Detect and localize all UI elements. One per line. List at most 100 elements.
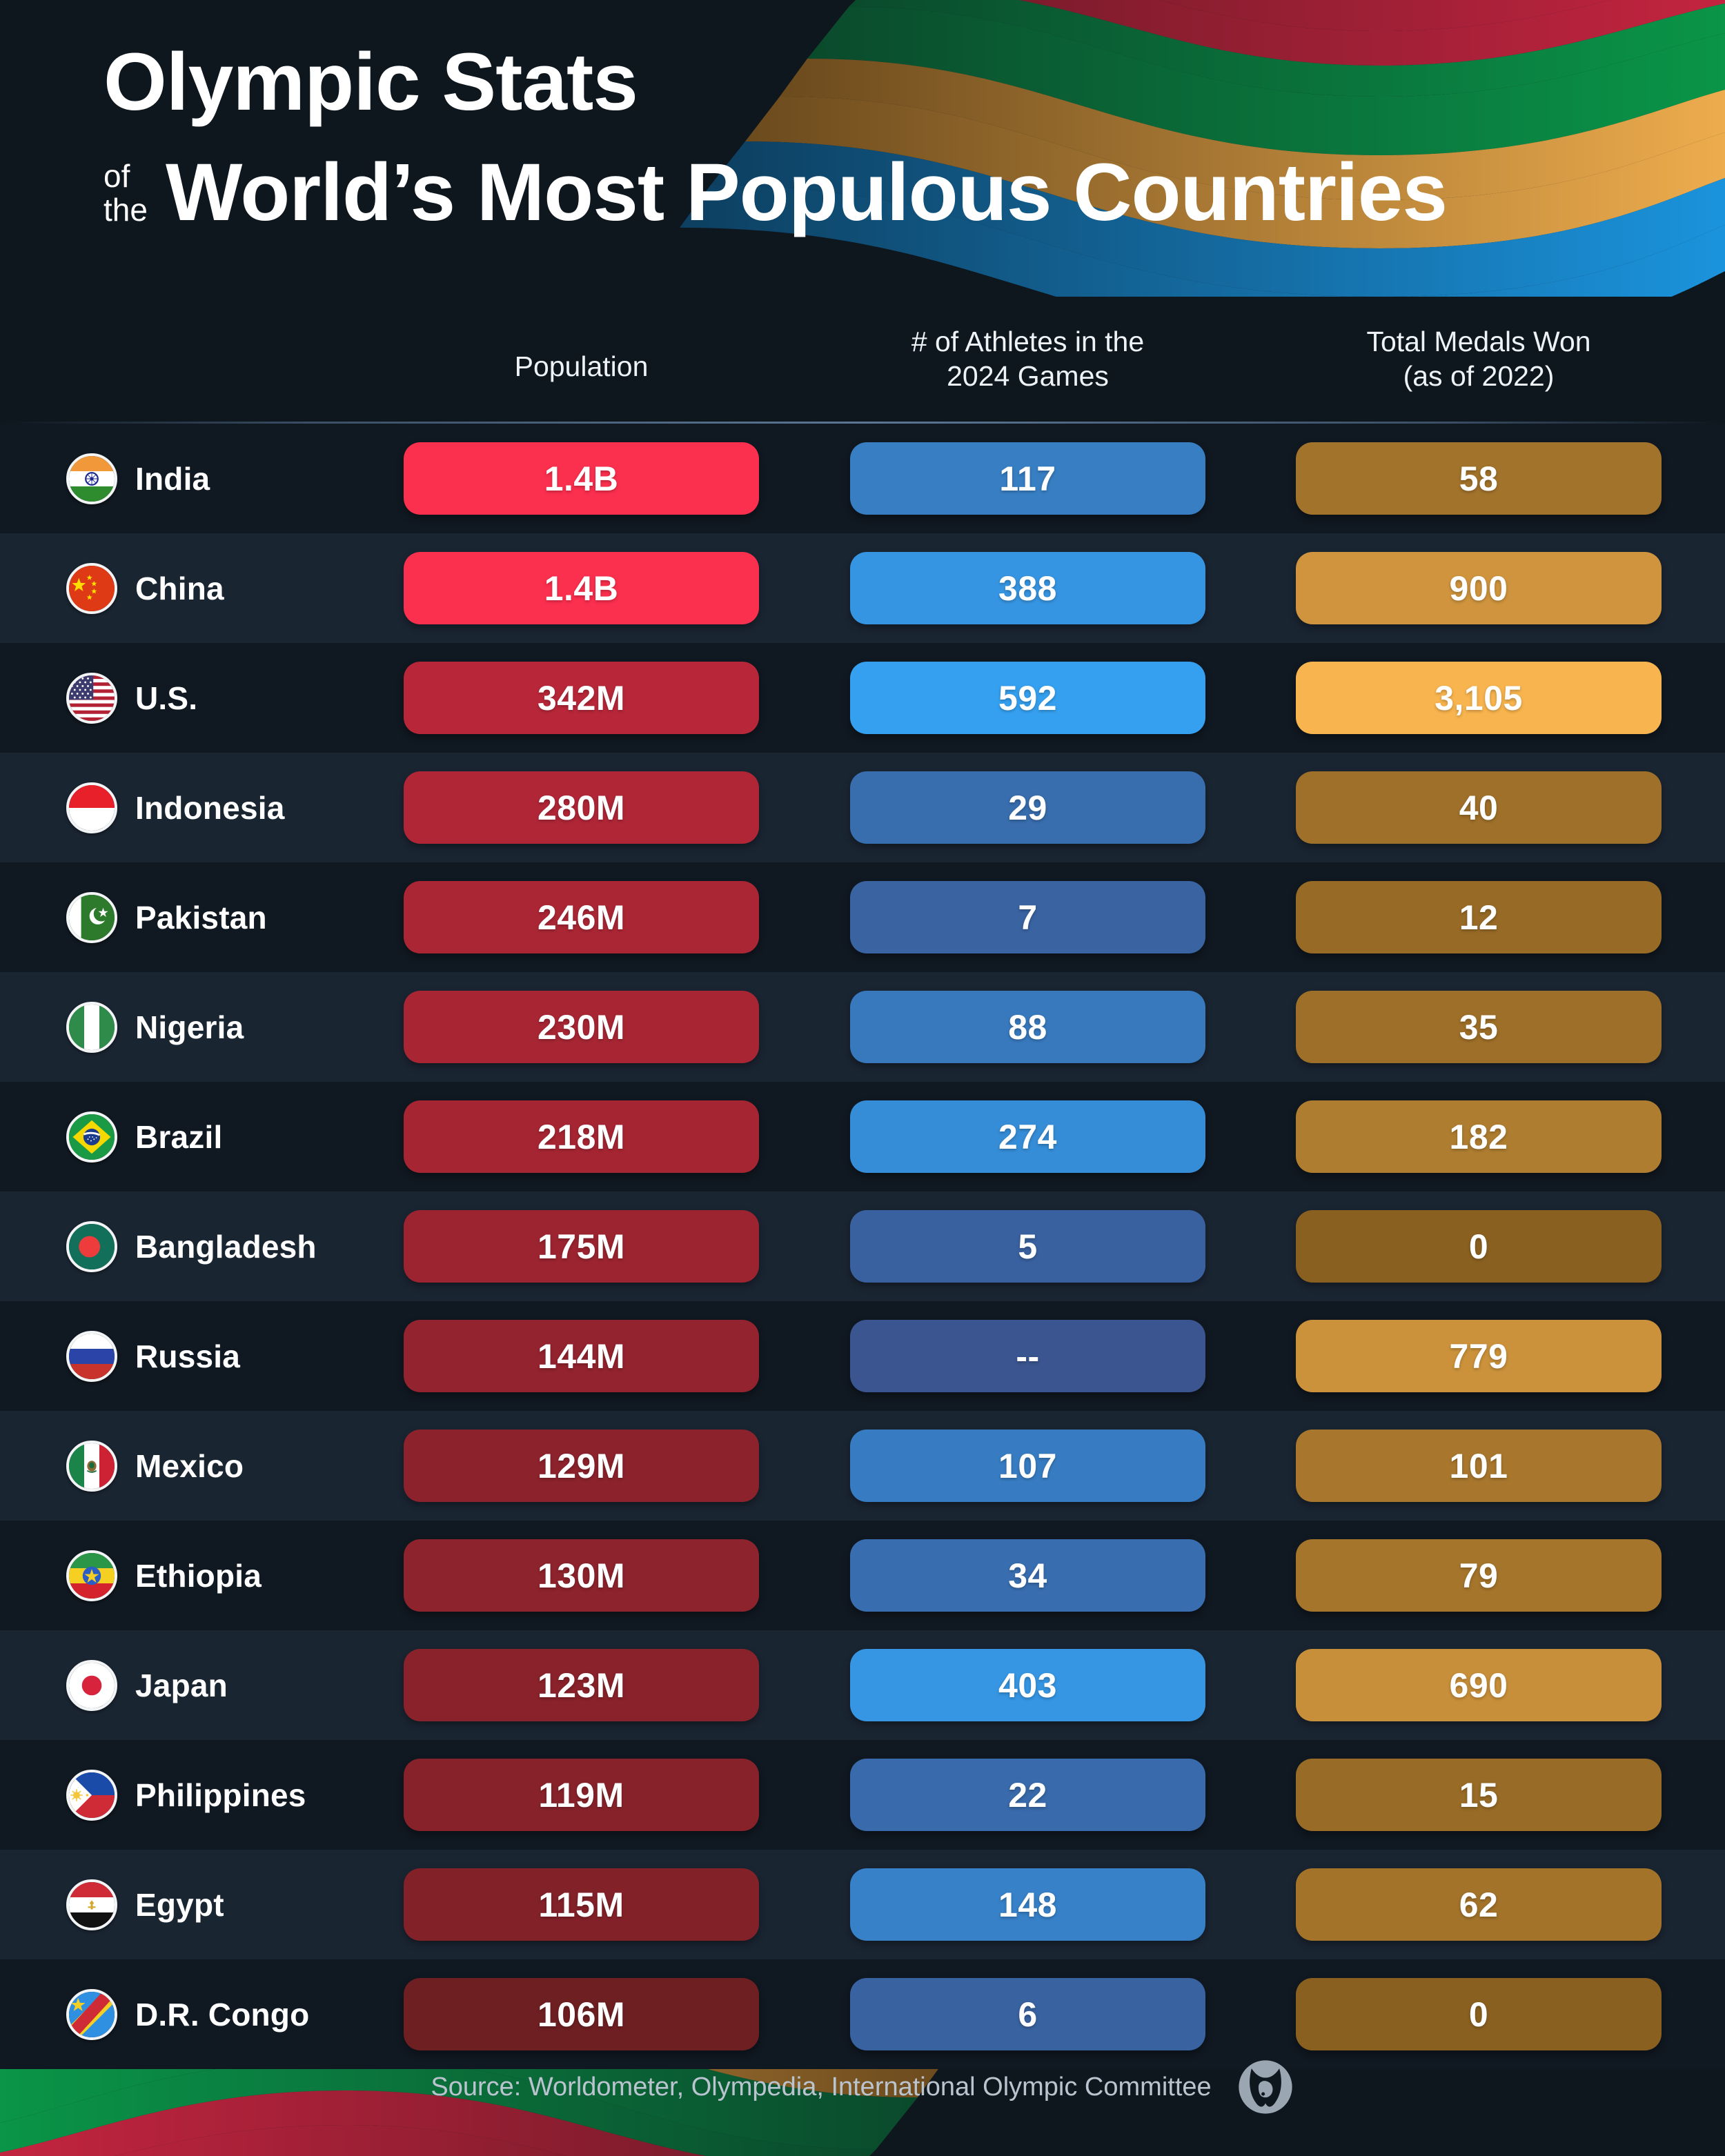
column-header-athletes: # of Athletes in the 2024 Games xyxy=(836,324,1219,393)
country-cell: Ethiopia xyxy=(66,1521,262,1630)
medals-value-pill: 779 xyxy=(1296,1320,1662,1392)
athletes-value-pill: 22 xyxy=(850,1759,1205,1831)
the-word: the xyxy=(103,192,148,228)
country-name: Egypt xyxy=(135,1886,224,1923)
country-cell: India xyxy=(66,424,210,533)
table-row: Japan 123M 403 690 xyxy=(0,1630,1725,1740)
athletes-value-pill: 117 xyxy=(850,442,1205,515)
medals-value-pill: 15 xyxy=(1296,1759,1662,1831)
medals-value-pill: 58 xyxy=(1296,442,1662,515)
column-header-athletes-line2: 2024 Games xyxy=(947,360,1109,393)
table-row: Ethiopia 130M 34 79 xyxy=(0,1521,1725,1630)
athletes-value-pill: 5 xyxy=(850,1210,1205,1283)
athletes-value-pill: -- xyxy=(850,1320,1205,1392)
country-cell: U.S. xyxy=(66,643,197,753)
table-row: Brazil 218M 274 182 xyxy=(0,1082,1725,1191)
source-credit: Source: Worldometer, Olympedia, Internat… xyxy=(431,2072,1212,2101)
population-value-pill: 246M xyxy=(404,881,759,953)
table-row: Mexico 129M 107 101 xyxy=(0,1411,1725,1521)
country-name: Philippines xyxy=(135,1777,306,1813)
page-title-main: World’s Most Populous Countries xyxy=(165,147,1448,238)
population-value-pill: 218M xyxy=(404,1100,759,1173)
country-name: Bangladesh xyxy=(135,1228,317,1265)
visual-capitalist-logo-icon xyxy=(1236,2058,1294,2116)
population-value-pill: 129M xyxy=(404,1430,759,1502)
country-cell: Indonesia xyxy=(66,753,285,862)
of-word: of xyxy=(103,157,130,194)
country-name: Mexico xyxy=(135,1447,244,1484)
flag-jp-icon xyxy=(66,1659,117,1711)
athletes-value-pill: 403 xyxy=(850,1649,1205,1721)
table-row: Bangladesh 175M 5 0 xyxy=(0,1191,1725,1301)
medals-value-pill: 0 xyxy=(1296,1978,1662,2050)
medals-value-pill: 79 xyxy=(1296,1539,1662,1612)
medals-value-pill: 0 xyxy=(1296,1210,1662,1283)
footer: Source: Worldometer, Olympedia, Internat… xyxy=(0,2058,1725,2116)
country-name: D.R. Congo xyxy=(135,1996,310,2033)
country-name: Brazil xyxy=(135,1118,223,1155)
athletes-value-pill: 6 xyxy=(850,1978,1205,2050)
column-header-medals: Total Medals Won (as of 2022) xyxy=(1289,324,1668,393)
country-name: Indonesia xyxy=(135,789,285,826)
flag-ru-icon xyxy=(66,1330,117,1382)
population-value-pill: 280M xyxy=(404,771,759,844)
table-row: Nigeria 230M 88 35 xyxy=(0,972,1725,1082)
table-row: U.S. 342M 592 3,105 xyxy=(0,643,1725,753)
country-name: India xyxy=(135,460,210,497)
population-value-pill: 115M xyxy=(404,1868,759,1941)
flag-cn-icon xyxy=(66,562,117,614)
stats-table: India 1.4B 117 58 China 1.4B 388 900 U.S. 342M 592… xyxy=(0,424,1725,2069)
column-header-medals-line1: Total Medals Won xyxy=(1366,326,1591,357)
athletes-value-pill: 592 xyxy=(850,662,1205,734)
athletes-value-pill: 274 xyxy=(850,1100,1205,1173)
country-name: Nigeria xyxy=(135,1009,244,1045)
medals-value-pill: 12 xyxy=(1296,881,1662,953)
population-value-pill: 175M xyxy=(404,1210,759,1283)
column-header-population: Population xyxy=(514,350,649,382)
country-cell: Bangladesh xyxy=(66,1191,317,1301)
table-row: Pakistan 246M 7 12 xyxy=(0,862,1725,972)
medals-value-pill: 40 xyxy=(1296,771,1662,844)
athletes-value-pill: 88 xyxy=(850,991,1205,1063)
athletes-value-pill: 7 xyxy=(850,881,1205,953)
athletes-value-pill: 107 xyxy=(850,1430,1205,1502)
athletes-value-pill: 388 xyxy=(850,552,1205,624)
country-name: China xyxy=(135,570,224,606)
country-cell: Mexico xyxy=(66,1411,244,1521)
medals-value-pill: 62 xyxy=(1296,1868,1662,1941)
country-cell: Nigeria xyxy=(66,972,244,1082)
flag-in-icon xyxy=(66,453,117,504)
athletes-value-pill: 29 xyxy=(850,771,1205,844)
country-name: Russia xyxy=(135,1338,241,1374)
flag-ng-icon xyxy=(66,1001,117,1053)
population-value-pill: 130M xyxy=(404,1539,759,1612)
country-cell: Pakistan xyxy=(66,862,267,972)
country-cell: D.R. Congo xyxy=(66,1959,309,2069)
flag-bd-icon xyxy=(66,1220,117,1272)
of-the-prefix: of the xyxy=(103,159,148,228)
country-cell: Brazil xyxy=(66,1082,222,1191)
athletes-value-pill: 148 xyxy=(850,1868,1205,1941)
flag-ph-icon xyxy=(66,1769,117,1821)
country-cell: Philippines xyxy=(66,1740,306,1850)
population-value-pill: 342M xyxy=(404,662,759,734)
flag-cd-icon xyxy=(66,1988,117,2040)
country-name: U.S. xyxy=(135,680,198,716)
page-header: Olympic Stats of the World’s Most Populo… xyxy=(103,41,1656,233)
medals-value-pill: 690 xyxy=(1296,1649,1662,1721)
country-name: Japan xyxy=(135,1667,228,1703)
flag-mx-icon xyxy=(66,1440,117,1492)
flag-br-icon xyxy=(66,1111,117,1163)
flag-pk-icon xyxy=(66,891,117,943)
population-value-pill: 123M xyxy=(404,1649,759,1721)
column-header-medals-line2: (as of 2022) xyxy=(1403,360,1555,393)
population-value-pill: 1.4B xyxy=(404,442,759,515)
column-header-athletes-line1: # of Athletes in the xyxy=(911,326,1145,357)
population-value-pill: 119M xyxy=(404,1759,759,1831)
athletes-value-pill: 34 xyxy=(850,1539,1205,1612)
flag-et-icon xyxy=(66,1550,117,1601)
population-value-pill: 106M xyxy=(404,1978,759,2050)
table-row: Russia 144M -- 779 xyxy=(0,1301,1725,1411)
country-cell: China xyxy=(66,533,224,643)
